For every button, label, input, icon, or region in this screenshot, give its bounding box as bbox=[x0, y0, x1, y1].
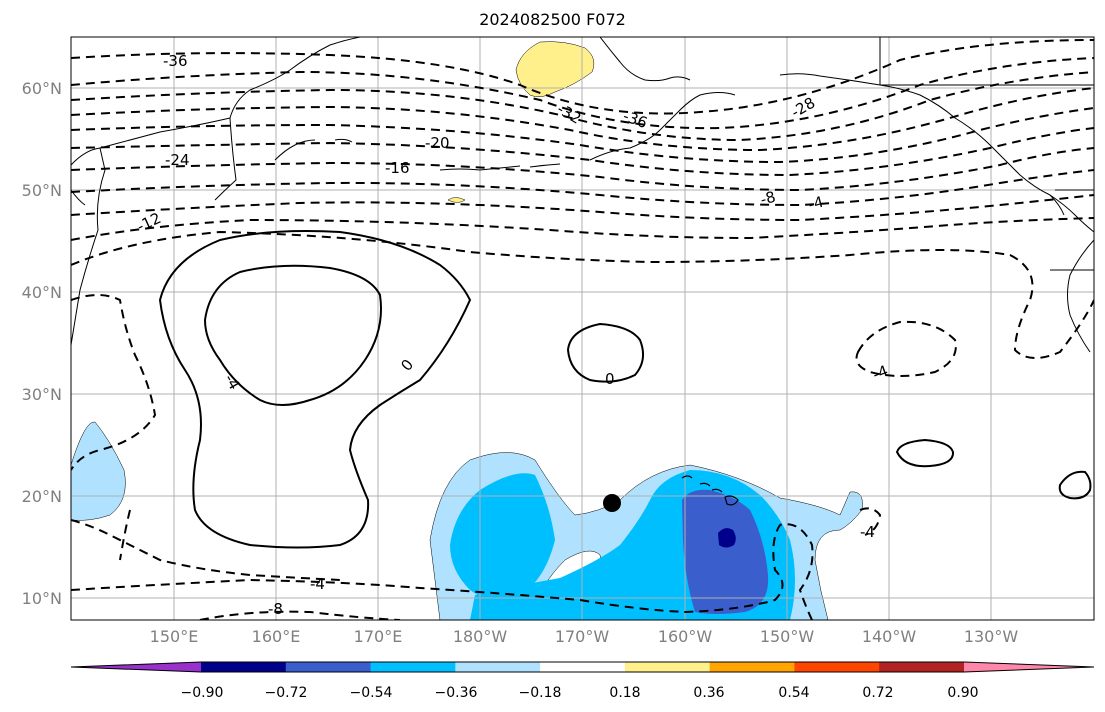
colorbar-tick-label: 0.72 bbox=[862, 685, 893, 701]
map-frame bbox=[70, 36, 1095, 621]
colorbar-tick-label: 0.36 bbox=[693, 685, 724, 701]
colorbar-segment bbox=[624, 662, 711, 672]
lon-label: 170°W bbox=[555, 627, 610, 646]
figure-title: 2024082500 F072 bbox=[479, 10, 626, 29]
lon-label: 180°W bbox=[453, 627, 508, 646]
anomaly-shading bbox=[71, 41, 863, 620]
graticule bbox=[71, 37, 1094, 620]
colorbar-tick-label: −0.18 bbox=[519, 685, 562, 701]
lon-label: 160°W bbox=[658, 627, 713, 646]
colorbar-tick-label: 0.54 bbox=[778, 685, 809, 701]
location-marker bbox=[603, 494, 621, 512]
hawaiian-islands bbox=[681, 475, 739, 506]
contour-label: -20 bbox=[425, 134, 450, 152]
latitude-labels: 60°N 50°N 40°N 30°N 20°N 10°N bbox=[22, 79, 62, 608]
lat-label: 60°N bbox=[22, 79, 62, 98]
colorbar-segment bbox=[201, 662, 287, 672]
colorbar-segment bbox=[794, 662, 880, 672]
lon-label: 160°E bbox=[252, 627, 301, 646]
zero-contours bbox=[158, 230, 1092, 549]
colorbar-tick-label: −0.36 bbox=[435, 685, 478, 701]
contour-label: -8 bbox=[268, 600, 283, 618]
colorbar-extend-max bbox=[964, 662, 1094, 672]
lon-label: 130°W bbox=[964, 627, 1019, 646]
colorbar-ticks: −0.90 −0.72 −0.54 −0.36 −0.18 0.18 0.36 … bbox=[181, 685, 979, 701]
lat-label: 30°N bbox=[22, 385, 62, 404]
contour-label: -24 bbox=[165, 151, 190, 169]
lon-label: 150°E bbox=[150, 627, 199, 646]
contour-label: -4 bbox=[806, 193, 825, 214]
colorbar-segment bbox=[540, 662, 626, 672]
lat-label: 40°N bbox=[22, 283, 62, 302]
colorbar-segment bbox=[370, 662, 456, 672]
contour-label: -4 bbox=[310, 575, 325, 593]
colorbar-segment bbox=[285, 662, 372, 672]
lat-label: 10°N bbox=[22, 589, 62, 608]
colorbar bbox=[70, 661, 1095, 673]
contour-label: -16 bbox=[385, 159, 410, 177]
colorbar-segment bbox=[879, 662, 965, 672]
contour-label: 0 bbox=[605, 370, 615, 388]
contour-label: -4 bbox=[860, 523, 875, 541]
lat-label: 50°N bbox=[22, 181, 62, 200]
colorbar-outline bbox=[70, 661, 1095, 673]
colorbar-tick-label: −0.54 bbox=[350, 685, 393, 701]
contour-label: -36 bbox=[163, 52, 188, 70]
lon-label: 140°W bbox=[862, 627, 917, 646]
colorbar-tick-label: −0.90 bbox=[181, 685, 224, 701]
colorbar-segment bbox=[709, 662, 795, 672]
colorbar-segment bbox=[455, 662, 541, 672]
contour-label: -8 bbox=[758, 188, 777, 209]
lat-label: 20°N bbox=[22, 487, 62, 506]
colorbar-extend-min bbox=[71, 662, 201, 672]
negative-contours bbox=[71, 39, 1094, 620]
colorbar-tick-label: 0.18 bbox=[609, 685, 640, 701]
lon-label: 150°W bbox=[760, 627, 815, 646]
colorbar-tick-label: 0.90 bbox=[947, 685, 978, 701]
lon-label: 170°E bbox=[354, 627, 403, 646]
colorbar-tick-label: −0.72 bbox=[265, 685, 308, 701]
contour-label: -4 bbox=[870, 362, 890, 384]
longitude-labels: 150°E 160°E 170°E 180°W 170°W 160°W 150°… bbox=[150, 627, 1019, 646]
